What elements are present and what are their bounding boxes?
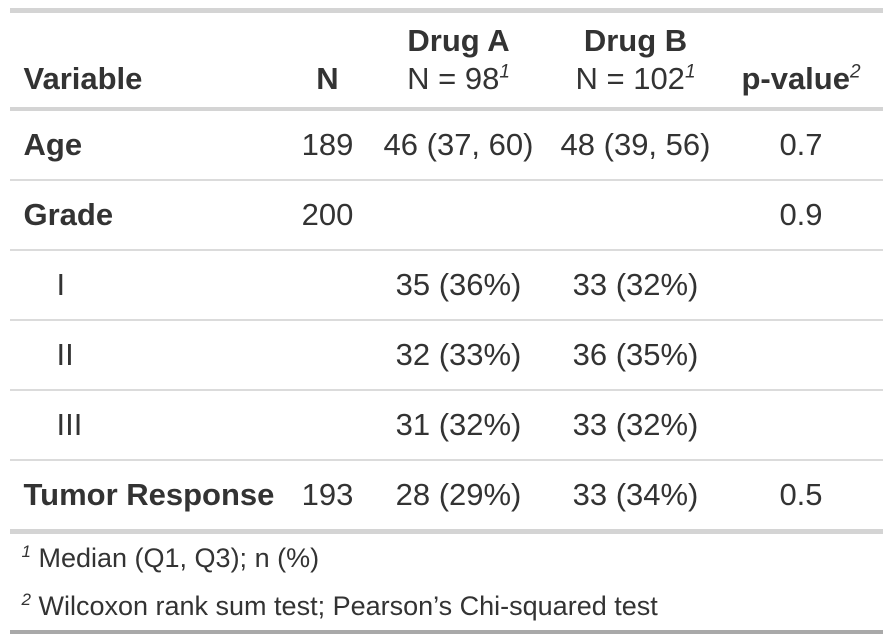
drug-a-cell: 32 (33%) [395, 337, 522, 372]
n-cell [290, 390, 366, 460]
drug-a-cell [366, 180, 552, 250]
header-drug-b-n: N = 102 [575, 61, 685, 96]
table-row-grade-2: II 32 (33%) 36 (35%) [9, 320, 883, 390]
footnote-mark: 1 [499, 61, 510, 83]
drug-a-cell: 31 (32%) [395, 407, 522, 442]
drug-b-cell: 36 (35%) [572, 337, 699, 372]
table-row-grade-3: III 31 (32%) 33 (32%) [9, 390, 883, 460]
drug-a-cell: 28 (29%) [395, 477, 522, 512]
row-label: Tumor Response [23, 477, 275, 512]
table-row-grade: Grade 200 0.9 [9, 180, 883, 250]
p-value-cell: 0.9 [779, 197, 823, 232]
header-p-value: p-value2 [720, 11, 883, 110]
footnote-mark: 1 [684, 61, 696, 83]
drug-b-cell [552, 180, 720, 250]
n-cell [290, 320, 366, 390]
footnote-1: 1 Median (Q1, Q3); n (%) [10, 532, 883, 583]
p-value-cell: 0.5 [779, 477, 823, 512]
footnote-mark: 2 [21, 590, 31, 609]
header-drug-a-n: N = 98 [407, 61, 500, 96]
n-cell: 200 [301, 197, 354, 232]
row-label-level: II [56, 337, 74, 372]
drug-b-cell: 33 (32%) [572, 407, 699, 442]
footnote-text: Wilcoxon rank sum test; Pearson’s Chi-sq… [38, 591, 658, 621]
drug-b-cell: 48 (39, 56) [560, 127, 711, 162]
footnote-mark: 1 [21, 542, 31, 561]
footnote-text: Median (Q1, Q3); n (%) [38, 543, 320, 573]
table-body: Age 189 46 (37, 60) 48 (39, 56) 0.7 Grad… [9, 109, 883, 532]
drug-b-cell: 33 (34%) [572, 477, 699, 512]
header-p-value-label: p-value [741, 61, 850, 96]
table-row-age: Age 189 46 (37, 60) 48 (39, 56) 0.7 [10, 109, 883, 180]
drug-a-cell: 46 (37, 60) [383, 127, 534, 162]
footnote-row: 2 Wilcoxon rank sum test; Pearson’s Chi-… [10, 582, 883, 632]
row-label: Age [23, 127, 83, 162]
drug-a-cell: 35 (36%) [395, 267, 522, 302]
n-cell: 193 [301, 477, 354, 512]
row-label-level: III [56, 407, 83, 442]
header-drug-b-title: Drug B [583, 23, 688, 58]
n-cell: 189 [301, 127, 354, 162]
p-value-cell: 0.7 [779, 127, 823, 162]
p-value-cell [720, 320, 883, 390]
table-row-tumor-response: Tumor Response 193 28 (29%) 33 (34%) 0.5 [9, 460, 883, 532]
n-cell [290, 250, 366, 320]
footnote-2: 2 Wilcoxon rank sum test; Pearson’s Chi-… [10, 582, 883, 632]
header-variable: Variable [23, 61, 143, 96]
p-value-cell [720, 390, 883, 460]
drug-b-cell: 33 (32%) [572, 267, 699, 302]
header-drug-a-title: Drug A [407, 23, 510, 58]
footnote-row: 1 Median (Q1, Q3); n (%) [10, 532, 883, 583]
footnote-mark: 2 [849, 61, 861, 83]
row-label: Grade [23, 197, 114, 232]
row-label-level: I [56, 267, 66, 302]
p-value-cell [720, 250, 883, 320]
table-row-grade-1: I 35 (36%) 33 (32%) [9, 250, 883, 320]
header-n: N [316, 61, 339, 96]
table-footnotes: 1 Median (Q1, Q3); n (%) 2 Wilcoxon rank… [10, 532, 883, 633]
